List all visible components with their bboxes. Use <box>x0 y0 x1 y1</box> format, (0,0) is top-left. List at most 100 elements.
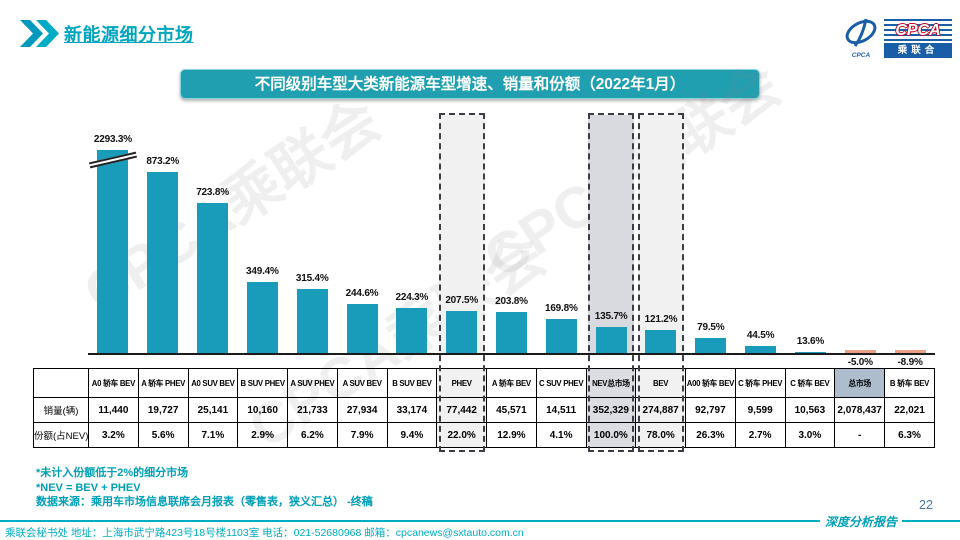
table-cell: 10,160 <box>237 397 288 423</box>
bar-value-label: 349.4% <box>246 265 279 277</box>
table-cell: 26.3% <box>685 422 736 448</box>
column-highlight-fill <box>638 115 684 353</box>
growth-bar <box>296 288 328 355</box>
table-row-label: 份额(占NEV) <box>33 422 89 448</box>
table-cell: - <box>834 422 885 448</box>
table-header-cell: A0 轿车 BEV <box>88 368 139 398</box>
footnotes: *未计入份额低于2%的细分市场 *NEV = BEV + PHEV 数据来源：乘… <box>36 466 373 510</box>
table-cell: 22,021 <box>884 397 935 423</box>
bar-value-label: 2293.3% <box>93 134 132 145</box>
footnote-line: *NEV = BEV + PHEV <box>36 481 141 494</box>
growth-bar <box>97 150 129 355</box>
cpca-emblem-icon: CPCA <box>840 15 882 59</box>
growth-bar <box>246 281 278 355</box>
table-cell: 45,571 <box>486 397 537 423</box>
table-cell: 3.0% <box>784 422 836 448</box>
table-cell: 352,329 <box>585 397 637 423</box>
table-cell: 4.1% <box>535 422 587 448</box>
table-header-cell: A 轿车 PHEV <box>137 368 189 398</box>
table-cell: 7.1% <box>187 422 239 448</box>
table-cell: 14,511 <box>535 397 587 423</box>
growth-bar <box>695 338 727 355</box>
growth-bar <box>197 203 229 355</box>
growth-bar-negative <box>894 350 926 354</box>
growth-bar-negative <box>844 350 876 354</box>
table-header-cell: A SUV BEV <box>336 368 388 398</box>
table-header-cell: PHEV <box>436 368 487 398</box>
table-header-cell: 总市场 <box>834 368 885 398</box>
table-cell: 5.6% <box>137 422 189 448</box>
table-cell: 12.9% <box>486 422 537 448</box>
footnote-line: 数据来源：乘用车市场信息联席会月报表（零售表，狭义汇总） -终稿 <box>36 496 373 508</box>
bar-value-label: 873.2% <box>146 155 180 167</box>
bar-value-label: 13.6% <box>796 336 825 348</box>
bar-value-label: 224.3% <box>395 291 429 303</box>
table-cell: 22.0% <box>436 422 487 448</box>
footnote-line: *未计入份额低于2%的细分市场 <box>36 467 189 479</box>
table-cell: 2,078,437 <box>834 397 885 423</box>
table-row-label: 销量(辆) <box>33 397 89 423</box>
x-axis-line <box>88 353 935 355</box>
table-header-cell: BEV <box>635 368 686 398</box>
table-cell: 92,797 <box>685 397 736 423</box>
footer-contact-text: 乘联会秘书处 地址：上海市武宁路423号18号楼1103室 电话：021-526… <box>5 527 524 539</box>
table-corner-cell <box>33 368 89 398</box>
footer-rule <box>0 520 960 522</box>
logo-text-block: CPCA 乘联合 <box>884 19 952 58</box>
table-cell: 7.9% <box>336 422 388 448</box>
table-cell: 2.7% <box>734 422 786 448</box>
table-header-cell: B SUV BEV <box>386 368 438 398</box>
table-header-cell: B 轿车 BEV <box>884 368 935 398</box>
chart-title-banner: 不同级别车型大类新能源车型增速、销量和份额（2022年1月） <box>180 69 760 99</box>
bar-value-label: 315.4% <box>295 272 329 284</box>
table-cell: 274,887 <box>635 397 686 423</box>
bar-value-label: 203.8% <box>495 296 528 308</box>
table-cell: 6.3% <box>884 422 935 448</box>
table-cell: 2.9% <box>237 422 288 448</box>
bar-value-label: 79.5% <box>697 322 725 334</box>
logo-sub-text: 乘联合 <box>884 43 952 58</box>
table-cell: 100.0% <box>585 422 637 448</box>
table-cell: 21,733 <box>287 397 338 423</box>
table-header-cell: A 轿车 BEV <box>486 368 537 398</box>
table-cell: 9.4% <box>386 422 438 448</box>
bar-value-label: -5.0% <box>847 357 873 368</box>
growth-bar <box>545 319 577 355</box>
page-title: 新能源细分市场 <box>64 25 194 45</box>
table-cell: 9,599 <box>734 397 786 423</box>
table-cell: 10,563 <box>784 397 836 423</box>
growth-bar <box>595 326 627 355</box>
double-chevron-icon <box>20 20 60 52</box>
growth-bar <box>346 303 378 355</box>
growth-bar <box>396 307 428 355</box>
table-header-cell: NEV总市场 <box>585 368 637 398</box>
page-number: 22 <box>919 498 933 512</box>
cpca-logo: CPCA CPCA 乘联合 <box>840 15 952 59</box>
column-highlight-fill <box>588 115 635 353</box>
bar-value-label: 121.2% <box>644 313 678 325</box>
bar-value-label: 44.5% <box>746 329 775 341</box>
growth-bar <box>147 171 179 355</box>
table-cell: 77,442 <box>436 397 487 423</box>
bar-value-label: 135.7% <box>594 310 628 322</box>
bar-value-label: 169.8% <box>544 303 578 315</box>
table-header-cell: A00 轿车 BEV <box>685 368 736 398</box>
growth-bar <box>645 329 677 355</box>
growth-bar <box>496 312 527 355</box>
table-header-cell: A SUV PHEV <box>287 368 338 398</box>
data-table: A0 轿车 BEV A 轿车 PHEV A0 SUV BEV B SUV PHEV A … <box>33 368 935 448</box>
table-header-cell: B SUV PHEV <box>237 368 288 398</box>
report-type-label: 深度分析报告 <box>820 513 903 530</box>
table-header-cell: C 轿车 BEV <box>784 368 836 398</box>
bar-value-label: -8.9% <box>897 357 923 368</box>
bar-value-label: 723.8% <box>196 187 229 198</box>
table-header-cell: C 轿车 PHEV <box>734 368 786 398</box>
table-cell: 27,934 <box>336 397 388 423</box>
table-cell: 25,141 <box>187 397 239 423</box>
table-header-cell: C SUV PHEV <box>535 368 587 398</box>
table-cell: 19,727 <box>137 397 189 423</box>
table-cell: 78.0% <box>635 422 686 448</box>
table-cell: 6.2% <box>287 422 338 448</box>
growth-bar <box>446 311 478 355</box>
